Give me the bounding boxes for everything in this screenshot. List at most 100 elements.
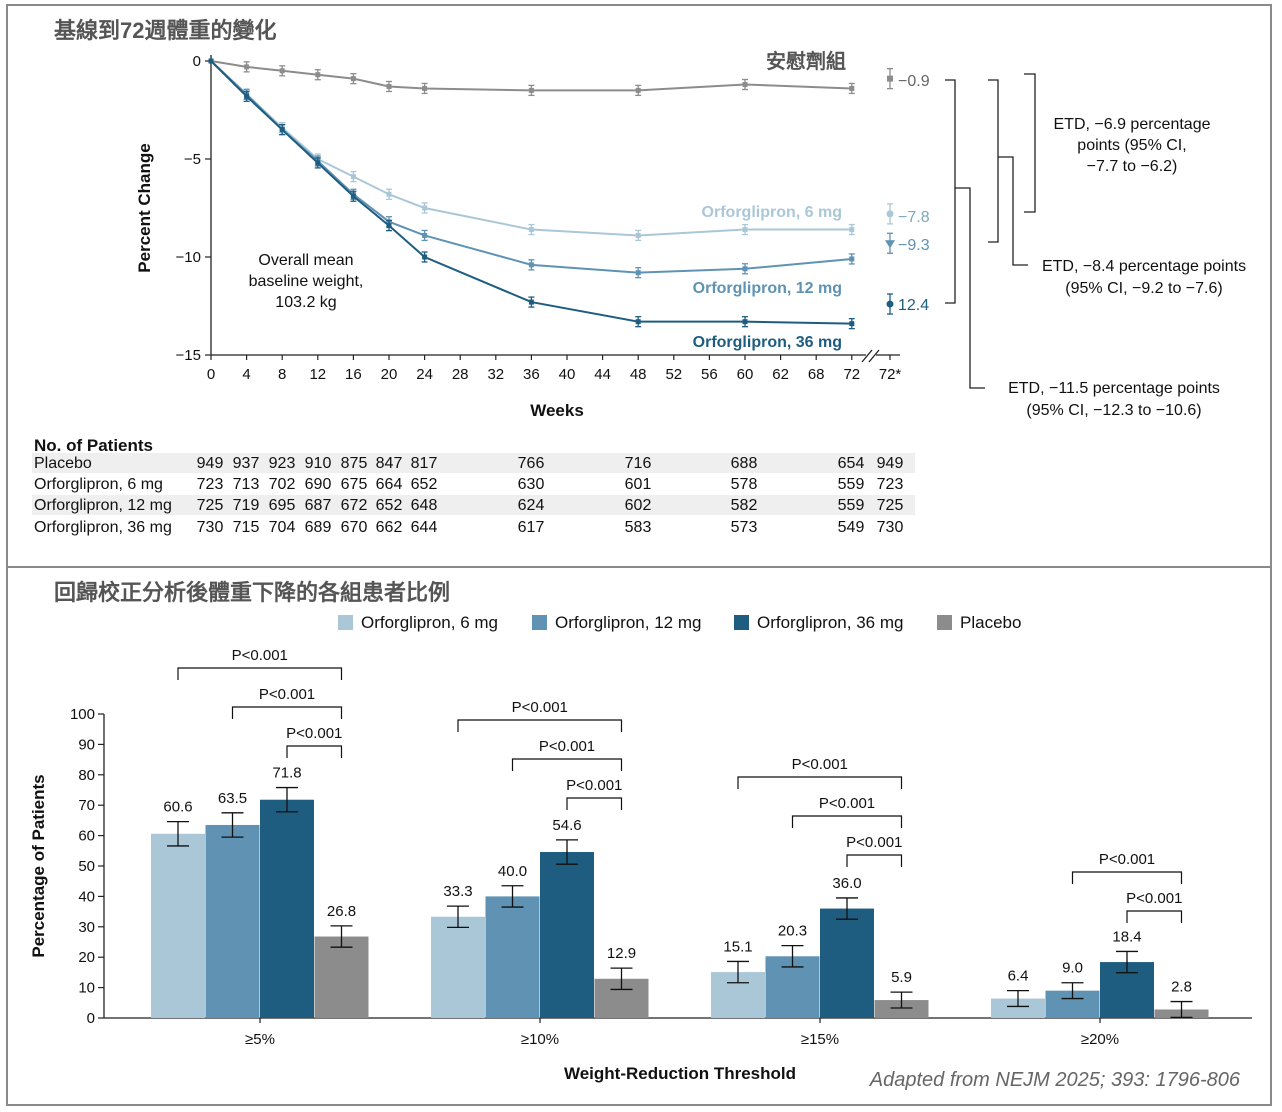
x-tick-label: 8 xyxy=(278,366,286,383)
table-cell: 601 xyxy=(625,476,652,493)
data-point-placebo xyxy=(849,85,855,91)
series-label-6mg: Orforglipron, 6 mg xyxy=(702,204,842,221)
table-cell: 695 xyxy=(269,497,296,514)
bar-value-label: 60.6 xyxy=(163,799,192,816)
table-cell: 715 xyxy=(233,519,260,536)
line-chart-axes: 0−5−10−150 4 8 12 16 20 24 28 32 36 40 44 48 52 56 60 62… xyxy=(176,53,902,383)
data-point-mg36 xyxy=(208,58,214,64)
x-tick-label: 60 xyxy=(737,366,754,383)
pvalue-bracket xyxy=(231,706,343,719)
bar-value-label: 2.8 xyxy=(1171,979,1192,996)
table-cell: 910 xyxy=(305,455,332,472)
data-point-placebo xyxy=(528,87,534,93)
y-tick-label: −5 xyxy=(184,151,201,168)
table-cell: 949 xyxy=(877,455,904,472)
baseline-note-line2: baseline weight, xyxy=(249,273,364,290)
x-tick-label: 48 xyxy=(630,366,647,383)
pvalue-bracket xyxy=(846,854,903,867)
data-point-mg6 xyxy=(849,227,855,233)
x-tick-label: 24 xyxy=(416,366,433,383)
final-point-placebo xyxy=(887,75,893,82)
x-tick-label: 40 xyxy=(559,366,576,383)
table-cell: 687 xyxy=(305,497,332,514)
table-row-label: Orforglipron, 36 mg xyxy=(34,519,172,536)
pvalue-bracket xyxy=(566,797,623,810)
table-cell: 654 xyxy=(838,455,865,472)
pvalue-label: P<0.001 xyxy=(846,834,902,851)
data-point-mg12 xyxy=(635,270,641,276)
x-tick-label: 52 xyxy=(665,366,682,383)
pvalue-bracket xyxy=(286,745,343,758)
bar-placebo xyxy=(874,1000,929,1018)
bar-value-label: 6.4 xyxy=(1008,968,1029,985)
etd-36mg-line1: ETD, −11.5 percentage points xyxy=(1008,380,1220,397)
etd-leader-36mg xyxy=(955,187,985,389)
data-point-mg36 xyxy=(315,160,321,166)
data-point-mg6 xyxy=(742,227,748,233)
data-point-mg6 xyxy=(635,232,641,238)
table-cell: 664 xyxy=(376,476,403,493)
etd-6mg-line2: points (95% CI, xyxy=(1077,137,1186,154)
data-point-placebo xyxy=(279,68,285,74)
bar-value-label: 54.6 xyxy=(552,817,581,834)
bar-group: 60.6 63.5 71.8 26.8 33.3 40.0 54.6 12.9 15.1 20.3… xyxy=(151,765,1209,1019)
etd-12mg-line1: ETD, −8.4 percentage points xyxy=(1042,258,1246,275)
etd-6mg-line1: ETD, −6.9 percentage xyxy=(1054,116,1211,133)
data-point-mg36 xyxy=(386,223,392,229)
legend-swatch-mg36 xyxy=(734,615,749,630)
data-point-placebo xyxy=(244,64,250,70)
axis-break-mark xyxy=(861,349,880,363)
pvalue-bracket xyxy=(791,815,903,828)
data-point-mg36 xyxy=(244,93,250,99)
pvalue-label: P<0.001 xyxy=(792,756,848,773)
bar-category-label: ≥5% xyxy=(245,1031,275,1048)
pvalue-bracket xyxy=(177,667,343,680)
bar-placebo xyxy=(314,936,369,1018)
x-tick-label: 44 xyxy=(594,366,611,383)
data-point-mg36 xyxy=(350,193,356,199)
data-point-mg6 xyxy=(528,227,534,233)
data-point-mg12 xyxy=(528,262,534,268)
bar-value-label: 33.3 xyxy=(443,883,472,900)
pvalue-label: P<0.001 xyxy=(512,699,568,716)
final-value-placebo: −0.9 xyxy=(898,73,930,90)
x-tick-label: 72 xyxy=(843,366,860,383)
final-point-mg12 xyxy=(885,240,895,249)
bar-y-tick-label: 80 xyxy=(78,767,95,784)
table-row-label: Orforglipron, 12 mg xyxy=(34,497,172,514)
bar-y-tick-label: 50 xyxy=(78,858,95,875)
legend-label-mg36: Orforglipron, 36 mg xyxy=(757,613,903,632)
pvalue-label: P<0.001 xyxy=(539,738,595,755)
pvalue-label: P<0.001 xyxy=(232,647,288,664)
table-cell: 702 xyxy=(269,476,296,493)
data-point-placebo xyxy=(350,76,356,82)
table-cell: 716 xyxy=(625,455,652,472)
bar-mg6 xyxy=(151,833,205,1018)
data-point-placebo xyxy=(742,82,748,88)
bar-mg6 xyxy=(991,998,1045,1018)
table-cell: 559 xyxy=(838,476,865,493)
data-point-mg12 xyxy=(742,266,748,272)
legend-swatch-placebo xyxy=(937,615,952,630)
pvalue-bracket xyxy=(511,758,623,771)
table-cell: 573 xyxy=(731,519,758,536)
table-cell: 644 xyxy=(411,519,438,536)
final-value-6mg: −7.8 xyxy=(898,209,930,226)
data-point-mg36 xyxy=(422,254,428,260)
table-cell: 630 xyxy=(518,476,545,493)
etd-brackets xyxy=(945,73,1036,389)
bar-chart-ylabel: Percentage of Patients xyxy=(29,774,48,957)
table-cell: 578 xyxy=(731,476,758,493)
x-tick-label: 62 xyxy=(772,366,789,383)
bar-value-label: 26.8 xyxy=(327,903,356,920)
data-point-mg36 xyxy=(742,319,748,325)
table-cell: 730 xyxy=(877,519,904,536)
patients-table-title: No. of Patients xyxy=(34,436,153,455)
final-value-36mg: 12.4 xyxy=(898,297,929,314)
table-cell: 723 xyxy=(877,476,904,493)
table-row-shade xyxy=(32,495,915,515)
table-cell: 847 xyxy=(376,455,403,472)
bar-mg12 xyxy=(205,824,260,1018)
table-cell: 559 xyxy=(838,497,865,514)
bar-value-label: 20.3 xyxy=(778,923,807,940)
